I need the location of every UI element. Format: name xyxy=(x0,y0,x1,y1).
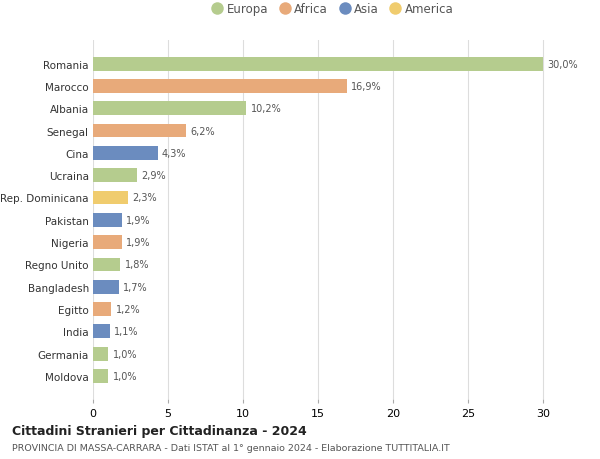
Bar xyxy=(93,280,119,294)
Bar xyxy=(93,191,128,205)
Bar xyxy=(93,302,111,316)
Bar xyxy=(93,369,108,383)
Text: 2,3%: 2,3% xyxy=(132,193,157,203)
Bar xyxy=(93,235,121,250)
Text: 1,2%: 1,2% xyxy=(115,304,140,314)
Text: 2,9%: 2,9% xyxy=(141,171,166,181)
Text: 1,8%: 1,8% xyxy=(125,260,149,270)
Bar xyxy=(93,146,157,161)
Bar xyxy=(93,80,347,94)
Bar xyxy=(93,169,137,183)
Text: PROVINCIA DI MASSA-CARRARA - Dati ISTAT al 1° gennaio 2024 - Elaborazione TUTTIT: PROVINCIA DI MASSA-CARRARA - Dati ISTAT … xyxy=(12,443,450,452)
Text: 1,9%: 1,9% xyxy=(126,215,151,225)
Bar xyxy=(93,57,543,72)
Bar xyxy=(93,325,110,339)
Bar xyxy=(93,102,246,116)
Text: 1,9%: 1,9% xyxy=(126,238,151,247)
Text: 1,1%: 1,1% xyxy=(114,327,139,336)
Bar xyxy=(93,213,121,227)
Bar xyxy=(93,124,186,138)
Text: 1,7%: 1,7% xyxy=(123,282,148,292)
Text: Cittadini Stranieri per Cittadinanza - 2024: Cittadini Stranieri per Cittadinanza - 2… xyxy=(12,425,307,437)
Text: 30,0%: 30,0% xyxy=(548,60,578,69)
Bar xyxy=(93,258,120,272)
Text: 1,0%: 1,0% xyxy=(113,371,137,381)
Text: 16,9%: 16,9% xyxy=(351,82,382,92)
Text: 4,3%: 4,3% xyxy=(162,149,187,158)
Legend: Europa, Africa, Asia, America: Europa, Africa, Asia, America xyxy=(208,0,458,21)
Bar xyxy=(93,347,108,361)
Text: 1,0%: 1,0% xyxy=(113,349,137,359)
Text: 6,2%: 6,2% xyxy=(191,126,215,136)
Text: 10,2%: 10,2% xyxy=(251,104,281,114)
